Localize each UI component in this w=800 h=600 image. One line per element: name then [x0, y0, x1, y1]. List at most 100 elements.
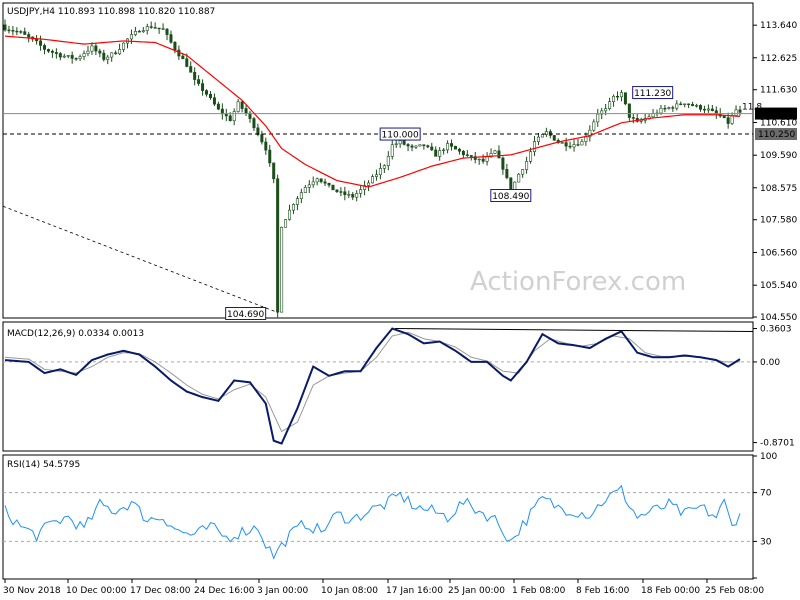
candle-body — [394, 143, 398, 146]
candle-body — [133, 31, 137, 35]
candle-body — [212, 97, 216, 105]
candle-body — [540, 134, 544, 138]
candle-body — [303, 187, 307, 193]
candle-body — [62, 55, 66, 58]
candle-body — [402, 140, 406, 145]
candle-body — [240, 101, 244, 109]
rsi-title: RSI(14) 54.5795 — [7, 460, 80, 470]
candle-body — [335, 189, 339, 192]
candle-body — [398, 140, 402, 145]
price-tick-label: 113.640 — [760, 21, 797, 31]
candle-body — [675, 103, 679, 109]
candle-body — [438, 150, 442, 157]
candle-body — [129, 34, 133, 40]
time-tick-label: 8 Feb 16:00 — [576, 586, 630, 596]
candle-body — [137, 31, 141, 33]
time-tick-label: 25 Jan 00:00 — [448, 586, 505, 596]
macd-tick-label: 0.3603 — [760, 325, 792, 335]
candle-body — [288, 209, 292, 220]
candle-body — [525, 161, 529, 170]
candle-body — [560, 142, 564, 144]
time-tick-label: 1 Feb 08:00 — [512, 586, 566, 596]
candle-body — [568, 145, 572, 148]
candle-body — [671, 107, 675, 109]
candle-body — [102, 52, 106, 60]
macd-resistance-line — [394, 328, 754, 333]
candle-body — [27, 34, 31, 38]
candle-body — [521, 169, 525, 175]
candle-body — [181, 55, 185, 60]
candle-body — [256, 127, 260, 135]
candle-body — [592, 121, 596, 131]
rsi-panel[interactable] — [2, 454, 754, 580]
candle-body — [378, 168, 382, 176]
candle-body — [11, 30, 15, 32]
candle-body — [50, 50, 54, 53]
candle-body — [98, 50, 102, 54]
candle-body — [695, 105, 699, 107]
candle-body — [730, 115, 734, 124]
candle-body — [710, 108, 714, 111]
candle-body — [299, 192, 303, 199]
candle-body — [529, 151, 533, 162]
time-tick-label: 3 Jan 00:00 — [257, 586, 309, 596]
candle-body — [58, 53, 62, 58]
price-tick-label: 104.550 — [760, 313, 797, 323]
macd-title: MACD(12,26,9) 0.0334 0.0013 — [7, 329, 144, 339]
candle-body — [15, 30, 19, 33]
time-tick-label: 10 Jan 08:00 — [321, 586, 378, 596]
candle-body — [208, 93, 212, 99]
candle-body — [442, 149, 446, 151]
time-tick-label: 10 Dec 00:00 — [66, 586, 127, 596]
annotation-box — [490, 189, 532, 203]
candle-body — [446, 143, 450, 151]
candle-body — [481, 158, 485, 162]
candle-body — [612, 95, 616, 103]
candle-body — [370, 176, 374, 184]
candle-body — [564, 142, 568, 147]
candle-body — [505, 169, 509, 178]
candle-body — [201, 83, 205, 91]
candle-body — [110, 52, 114, 58]
candle-body — [276, 178, 280, 313]
candle-body — [264, 141, 268, 151]
candle-body — [698, 105, 702, 110]
candle-body — [469, 155, 473, 157]
candle-body — [572, 144, 576, 148]
candle-body — [248, 112, 252, 119]
annotation-label: 104.690 — [227, 310, 264, 320]
candle-body — [623, 92, 627, 105]
candle-body — [351, 194, 355, 198]
price-panel[interactable] — [2, 2, 754, 319]
candle-body — [702, 108, 706, 111]
moving-average-line — [4, 35, 741, 188]
candle-body — [659, 107, 663, 114]
candle-body — [311, 181, 315, 186]
candle-body — [82, 53, 86, 57]
last-price-label: 110.887 — [758, 110, 795, 120]
candle-body — [307, 184, 311, 188]
candle-body — [145, 26, 149, 31]
candle-body — [232, 111, 236, 122]
candle-body — [453, 146, 457, 150]
macd-panel[interactable] — [2, 321, 754, 452]
rsi-tick-label: 70 — [760, 489, 772, 499]
candle-body — [608, 101, 612, 110]
candle-body — [390, 144, 394, 157]
candle-body — [473, 156, 477, 160]
annotation-label: 111.230 — [634, 89, 671, 99]
candle-body — [149, 26, 153, 28]
last-price-tag — [755, 107, 797, 120]
candle-body — [347, 194, 351, 196]
time-tick-label: 17 Dec 08:00 — [130, 586, 191, 596]
candle-body — [244, 108, 248, 114]
partial-level-label: 11.8 — [742, 103, 762, 113]
candle-body — [450, 143, 454, 147]
annotation-label: 110.000 — [382, 131, 419, 141]
candle-body — [173, 41, 177, 51]
candle-body — [122, 42, 126, 50]
candle-body — [457, 148, 461, 152]
candle-body — [66, 55, 70, 57]
candle-body — [426, 145, 430, 148]
